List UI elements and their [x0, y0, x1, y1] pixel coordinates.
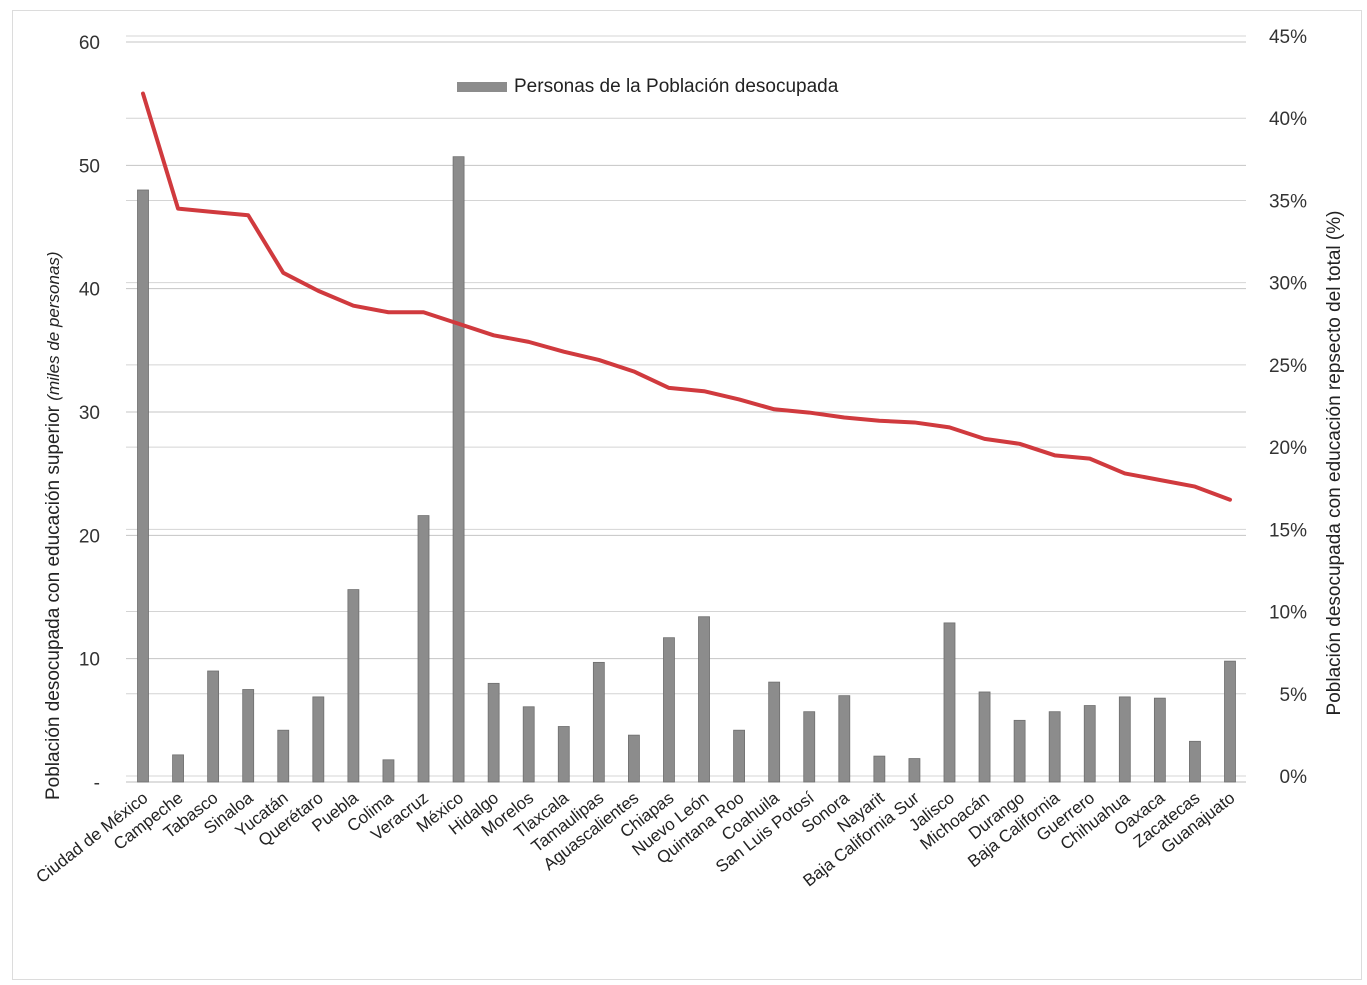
left-tick-label: 30	[79, 403, 100, 424]
right-tick-label: 45%	[1269, 27, 1307, 48]
right-tick-label: 5%	[1280, 685, 1308, 706]
bar	[172, 754, 184, 783]
bar	[557, 726, 570, 783]
bar	[312, 696, 325, 783]
legend-swatch	[457, 82, 507, 92]
right-tick-label: 25%	[1269, 356, 1307, 377]
right-tick-label: 35%	[1269, 191, 1307, 212]
right-tick-label: 30%	[1269, 274, 1307, 295]
left-tick-label: -	[94, 773, 100, 794]
right-tick-label: 0%	[1280, 767, 1308, 788]
bar	[382, 759, 395, 783]
right-axis-title: Población desocupada con educación repse…	[1324, 211, 1345, 716]
right-tick-label: 10%	[1269, 603, 1307, 624]
bar	[768, 681, 781, 783]
bar	[698, 616, 710, 783]
bar	[347, 589, 360, 783]
bar	[978, 691, 991, 783]
right-axis-ticks: 0% 5% 10% 15% 20% 25% 30% 35% 40% 45%	[1269, 27, 1307, 788]
left-axis-title-unit: (miles de personas)	[44, 251, 63, 400]
left-axis-title: Población desocupada con educación super…	[43, 251, 64, 800]
bar	[1224, 660, 1236, 783]
bar	[452, 156, 465, 783]
bar	[277, 729, 290, 783]
line-series	[141, 91, 1232, 502]
left-axis-title-main: Población desocupada con educación super…	[43, 405, 64, 800]
bar	[663, 637, 675, 783]
percent-line	[141, 91, 1232, 502]
bar	[1048, 711, 1061, 783]
bar	[838, 695, 851, 783]
grid-layer	[126, 35, 1246, 783]
bar	[733, 729, 745, 783]
bar	[487, 682, 500, 783]
right-tick-label: 20%	[1269, 438, 1307, 459]
bar	[908, 758, 921, 783]
left-axis-ticks: - 10 20 30 40 50 60	[79, 33, 100, 794]
bar	[873, 755, 886, 783]
chart-frame	[12, 10, 1362, 980]
bar	[943, 622, 956, 783]
bar	[417, 515, 430, 783]
bar	[1083, 705, 1096, 783]
legend-label: Personas de la Población desocupada	[514, 76, 839, 97]
bar	[137, 189, 149, 783]
left-tick-label: 10	[79, 650, 100, 671]
bar	[1013, 719, 1026, 783]
bar	[803, 711, 816, 783]
legend: Personas de la Población desocupada	[457, 76, 839, 97]
right-tick-label: 15%	[1269, 520, 1307, 541]
left-tick-label: 60	[79, 33, 100, 54]
bar	[1118, 696, 1131, 783]
category-labels: Ciudad de MéxicoCampecheTabascoSinaloaYu…	[33, 788, 1239, 891]
bar	[207, 670, 220, 783]
bar	[242, 689, 255, 783]
bar	[1189, 740, 1201, 783]
left-tick-label: 40	[79, 280, 100, 301]
bar	[592, 661, 605, 783]
right-tick-label: 40%	[1269, 109, 1307, 130]
left-tick-label: 20	[79, 526, 100, 547]
bar	[522, 706, 535, 783]
left-tick-label: 50	[79, 156, 100, 177]
bar-series	[137, 156, 1236, 783]
bar	[628, 734, 640, 783]
bar	[1153, 697, 1166, 783]
